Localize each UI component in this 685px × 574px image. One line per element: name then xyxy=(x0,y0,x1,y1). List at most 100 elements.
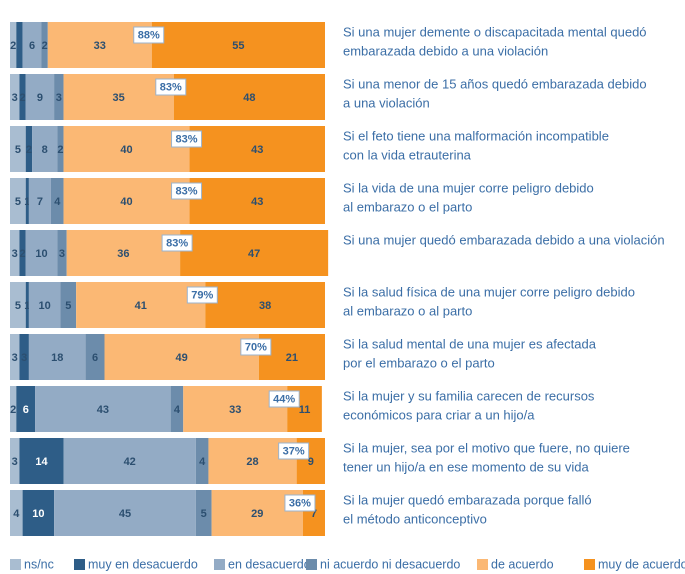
data-label: 40 xyxy=(120,196,132,208)
bar-segment xyxy=(10,74,20,120)
bar-segment xyxy=(25,178,29,224)
legend-label: ni acuerdo ni desacuerdo xyxy=(320,557,460,571)
bar-segment xyxy=(195,490,212,536)
data-label: 33 xyxy=(229,404,241,416)
data-label: 14 xyxy=(35,456,48,468)
bar-segment xyxy=(57,126,64,172)
data-label: 28 xyxy=(246,456,258,468)
data-label: 3 xyxy=(12,248,18,260)
total-box xyxy=(161,234,193,252)
bar-segment xyxy=(22,22,42,68)
total-label: 83% xyxy=(160,81,182,93)
total-label: 70% xyxy=(245,341,267,353)
bar-segment xyxy=(28,178,51,224)
bar-segment xyxy=(10,386,17,432)
bar-segment xyxy=(173,74,325,120)
bar-segment xyxy=(189,178,325,224)
total-box xyxy=(171,130,203,148)
data-label: 40 xyxy=(120,144,132,156)
data-label: 6 xyxy=(92,352,98,364)
data-label: 10 xyxy=(35,248,47,260)
category-label: Si el feto tiene una malformación incomp… xyxy=(343,128,609,143)
bar-segment xyxy=(50,178,64,224)
data-label: 41 xyxy=(135,300,147,312)
bar-segment xyxy=(25,74,55,120)
data-label: 8 xyxy=(42,144,48,156)
bar-segment xyxy=(41,22,48,68)
total-label: 83% xyxy=(166,237,188,249)
data-label: 11 xyxy=(299,404,311,416)
total-label: 83% xyxy=(176,133,198,145)
bar-segment xyxy=(25,230,58,276)
bar-segment xyxy=(63,126,190,172)
category-label: Si la salud mental de una mujer es afect… xyxy=(343,336,597,351)
data-label: 9 xyxy=(308,456,314,468)
bar-segment xyxy=(25,282,29,328)
legend-label: ns/nc xyxy=(24,557,54,571)
legend-label: de acuerdo xyxy=(491,557,554,571)
data-label: 10 xyxy=(39,300,51,312)
category-label: tener un hijo/a en ese momento de su vid… xyxy=(343,459,589,474)
data-label: 3 xyxy=(12,456,18,468)
bar-segment xyxy=(10,334,20,380)
data-label: 5 xyxy=(15,300,21,312)
data-label: 7 xyxy=(37,196,43,208)
bar-segment xyxy=(85,334,105,380)
legend-label: muy de acuerdo xyxy=(598,557,685,571)
data-label: 1 xyxy=(24,196,30,208)
total-box xyxy=(133,26,165,44)
category-label: al embarazo o al parto xyxy=(343,303,472,318)
data-label: 2 xyxy=(20,248,26,260)
data-label: 2 xyxy=(10,40,16,52)
bar-segment xyxy=(19,438,64,484)
legend-swatch xyxy=(584,559,595,570)
total-label: 37% xyxy=(283,445,305,457)
data-label: 49 xyxy=(176,352,188,364)
legend-swatch xyxy=(306,559,317,570)
data-label: 5 xyxy=(15,144,21,156)
total-label: 88% xyxy=(138,29,160,41)
total-box xyxy=(155,78,187,96)
bar-segment xyxy=(19,230,26,276)
legend-swatch xyxy=(477,559,488,570)
bar-segment xyxy=(10,490,23,536)
total-box xyxy=(268,390,300,408)
bar-segment xyxy=(35,386,171,432)
data-label: 5 xyxy=(201,508,207,520)
data-label: 45 xyxy=(119,508,131,520)
bar-segment xyxy=(54,490,196,536)
data-label: 18 xyxy=(51,352,63,364)
bar-segment xyxy=(151,22,325,68)
legend-swatch xyxy=(214,559,225,570)
bar-segment xyxy=(63,178,190,224)
category-label: por el embarazo o el parto xyxy=(343,355,495,370)
data-label: 6 xyxy=(29,40,35,52)
data-label: 33 xyxy=(94,40,106,52)
category-label: Si la mujer quedó embarazada porque fall… xyxy=(343,492,592,507)
data-label: 5 xyxy=(15,196,21,208)
category-label: Si la salud física de una mujer corre pe… xyxy=(343,284,635,299)
category-label: el método anticonceptivo xyxy=(343,511,487,526)
bar-segment xyxy=(32,126,58,172)
data-label: 1 xyxy=(24,300,30,312)
legend-label: en desacuerdo xyxy=(228,557,311,571)
legend-swatch xyxy=(10,559,21,570)
total-box xyxy=(278,442,310,460)
bar-segment xyxy=(180,230,329,276)
bar-segment xyxy=(22,490,55,536)
data-label: 10 xyxy=(32,508,44,520)
data-label: 4 xyxy=(199,456,206,468)
data-label: 3 xyxy=(59,248,65,260)
bar-segment xyxy=(10,22,17,68)
data-label: 2 xyxy=(26,144,32,156)
category-label: Si la mujer, sea por el motivo que fuere… xyxy=(343,440,630,455)
bar-segment xyxy=(54,74,64,120)
bar-segment xyxy=(63,438,196,484)
category-label: embarazada debido a una violación xyxy=(343,43,548,58)
data-label: 2 xyxy=(42,40,48,52)
bar-segment xyxy=(28,282,61,328)
data-label: 4 xyxy=(174,404,181,416)
data-label: 21 xyxy=(286,352,298,364)
total-box xyxy=(284,494,316,512)
